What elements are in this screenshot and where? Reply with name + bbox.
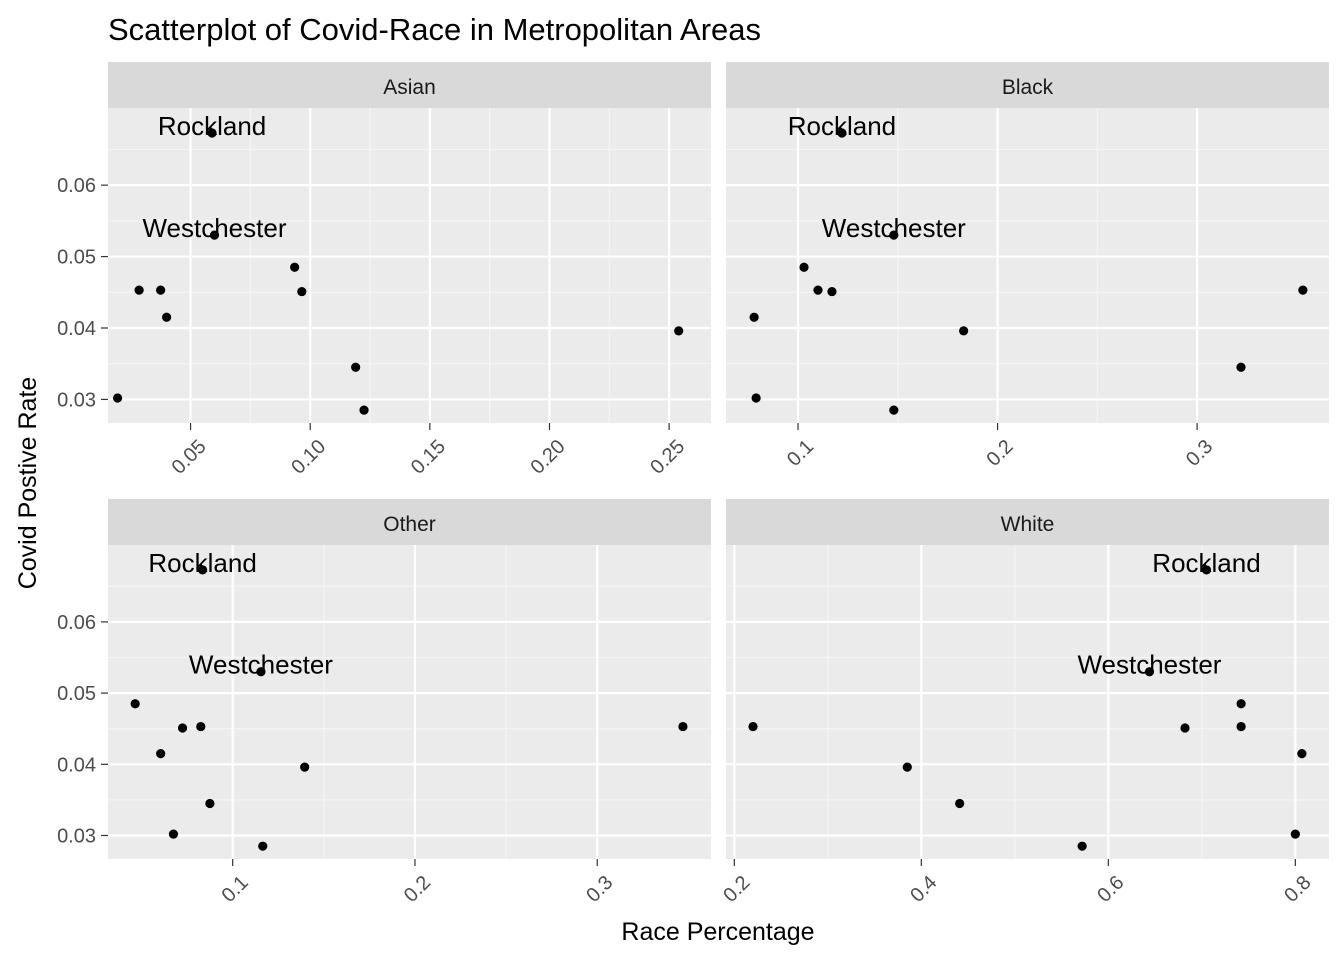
facet-panel-other: Other Rockland Westchester 0.03 0.04 0.05 0.06… — [57, 499, 711, 907]
facet-panels: Asian Rockland Westchester 0.03 0.04 0.05 0.06… — [57, 62, 1329, 907]
data-point — [359, 405, 369, 415]
data-point — [1236, 699, 1246, 709]
facet-strip-label: Other — [383, 513, 436, 536]
data-point — [1297, 749, 1307, 759]
facet-strip — [726, 62, 1329, 108]
data-point — [1236, 362, 1246, 372]
data-point — [112, 393, 123, 403]
data-point — [748, 721, 758, 732]
facet-strip-label: White — [1001, 513, 1055, 536]
data-point — [827, 286, 837, 297]
panel-content: Rockland Westchester — [108, 108, 711, 423]
data-point — [955, 798, 965, 809]
point-label: Westchester — [1077, 650, 1221, 680]
y-tick-label: 0.06 — [57, 175, 96, 197]
data-point — [156, 285, 166, 295]
data-point — [959, 326, 969, 336]
y-tick-label: 0.05 — [57, 247, 96, 269]
y-axis-title: Covid Postive Rate — [14, 377, 42, 590]
y-tick-label: 0.05 — [57, 683, 96, 705]
facet-strip — [108, 499, 711, 545]
data-point — [258, 841, 268, 851]
y-tick-label: 0.04 — [57, 318, 96, 340]
x-axis-title: Race Percentage — [621, 918, 814, 946]
facet-panel-asian: Asian Rockland Westchester 0.03 0.04 0.05 0.06… — [57, 62, 711, 479]
facet-strip — [108, 62, 711, 108]
point-label: Westchester — [189, 650, 333, 680]
panel-content: Rockland Westchester — [726, 545, 1329, 859]
panel-background — [108, 108, 711, 423]
panel-background — [726, 108, 1329, 423]
data-point — [751, 393, 761, 403]
data-point — [300, 762, 310, 772]
data-point — [1077, 841, 1087, 851]
data-point — [813, 285, 823, 295]
data-point — [207, 128, 217, 138]
point-label: Rockland — [788, 111, 896, 141]
point-label: Rockland — [158, 111, 266, 141]
data-point — [674, 326, 684, 336]
chart-title: Scatterplot of Covid-Race in Metropolita… — [108, 12, 761, 47]
data-point — [1290, 829, 1300, 839]
data-point — [1180, 723, 1190, 733]
data-point — [1236, 721, 1246, 732]
facet-strip-label: Asian — [383, 76, 436, 99]
data-point — [198, 565, 208, 575]
data-point — [134, 285, 144, 295]
data-point — [902, 762, 912, 772]
data-point — [290, 262, 300, 272]
data-point — [749, 312, 759, 322]
data-point — [205, 798, 215, 809]
facet-strip — [726, 499, 1329, 545]
facet-strip-label: Black — [1002, 76, 1054, 99]
panel-content: Rockland Westchester — [726, 108, 1329, 423]
point-label: Westchester — [822, 213, 966, 243]
data-point — [1298, 285, 1308, 295]
data-point — [1144, 667, 1155, 677]
data-point — [837, 128, 847, 138]
y-tick-label: 0.03 — [57, 826, 96, 848]
point-label: Rockland — [148, 548, 256, 578]
panel-background — [726, 545, 1329, 859]
data-point — [297, 286, 307, 297]
data-point — [889, 405, 899, 415]
data-point — [209, 230, 220, 240]
data-point — [196, 721, 206, 732]
data-point — [130, 699, 140, 709]
panel-background — [108, 545, 711, 859]
y-tick-label: 0.04 — [57, 754, 96, 776]
data-point — [678, 721, 688, 732]
data-point — [177, 723, 188, 733]
data-point — [1201, 565, 1212, 575]
point-label: Westchester — [142, 213, 286, 243]
y-tick-label: 0.03 — [57, 389, 96, 411]
data-point — [799, 262, 809, 272]
data-point — [168, 829, 179, 839]
data-point — [162, 312, 172, 322]
point-label: Rockland — [1152, 548, 1260, 578]
panel-content: Rockland Westchester — [108, 545, 711, 859]
data-point — [256, 667, 266, 677]
data-point — [351, 362, 361, 372]
data-point — [156, 749, 166, 759]
y-tick-label: 0.06 — [57, 612, 96, 634]
data-point — [889, 230, 899, 240]
